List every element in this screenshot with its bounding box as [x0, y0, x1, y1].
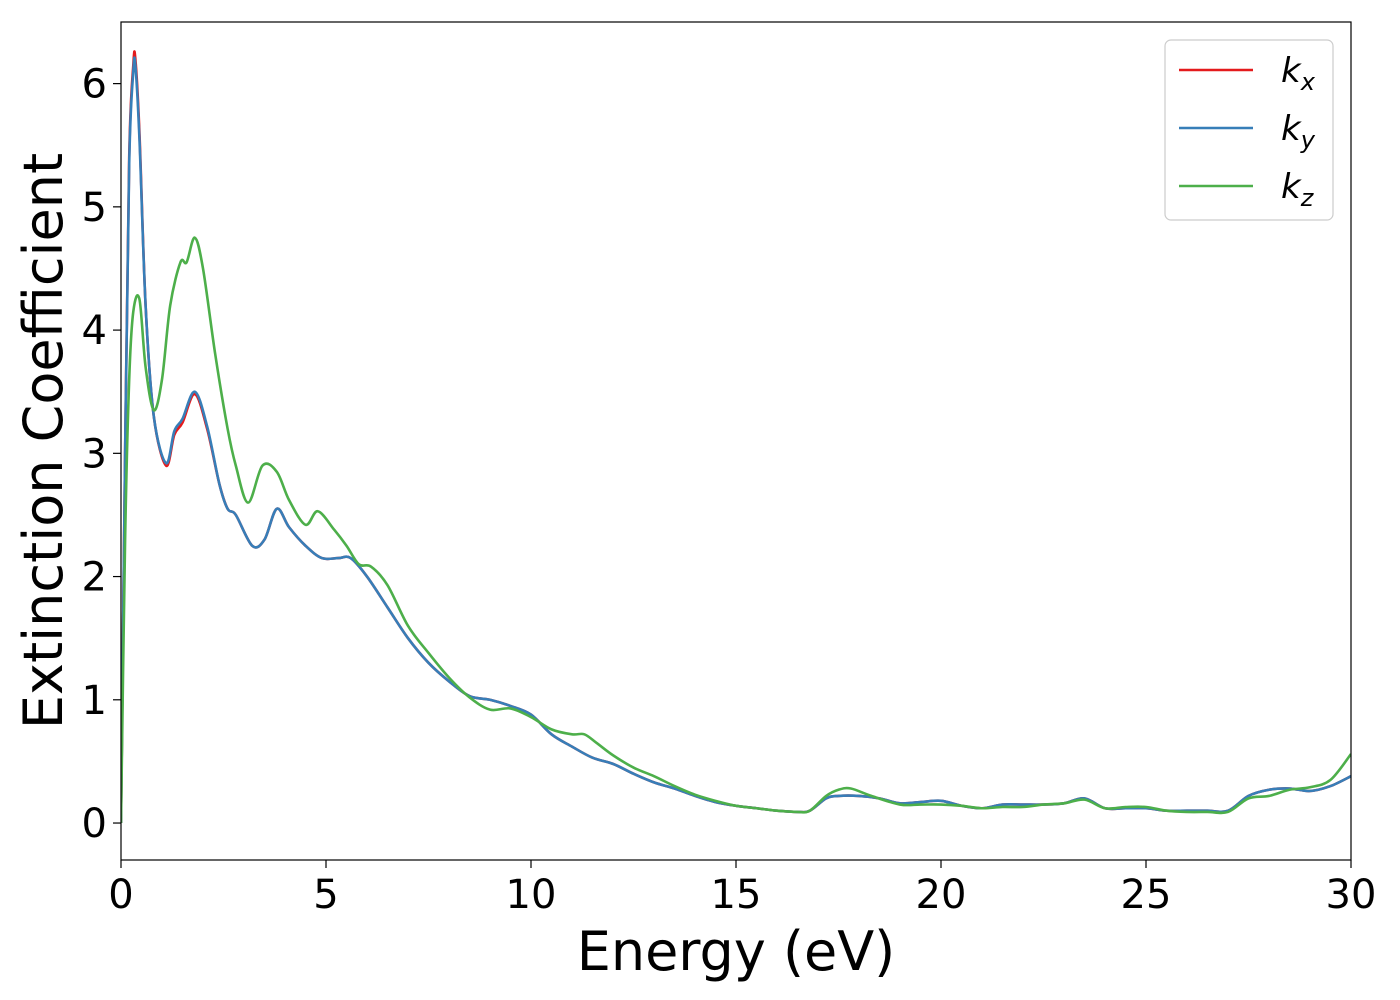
series-layer	[121, 50, 1351, 824]
x-tick-label: 20	[916, 872, 967, 918]
y-tick-label: 2	[82, 555, 107, 601]
y-tick-label: 1	[82, 678, 107, 724]
y-tick-label: 6	[82, 62, 107, 108]
x-tick-label: 10	[506, 872, 557, 918]
x-tick-label: 15	[711, 872, 762, 918]
legend-label: ky	[1281, 109, 1316, 154]
y-axis: 0 1 2 3 4 5 6	[82, 62, 121, 847]
x-tick-label: 5	[313, 872, 338, 918]
series-line-kz	[121, 236, 1351, 824]
y-tick-label: 3	[82, 431, 107, 477]
legend: kx ky kz	[1164, 39, 1334, 221]
x-tick-label: 30	[1326, 872, 1377, 918]
y-tick-label: 4	[82, 308, 107, 354]
legend-box	[1164, 39, 1334, 221]
y-tick-label: 0	[82, 801, 107, 847]
legend-label: kz	[1281, 167, 1315, 212]
x-axis-label: Energy (eV)	[577, 920, 896, 983]
legend-label: kx	[1281, 51, 1316, 96]
x-tick-label: 25	[1121, 872, 1172, 918]
x-tick-label: 0	[108, 872, 133, 918]
y-tick-label: 5	[82, 185, 107, 231]
x-axis: 0 5 10 15 20 25 30	[108, 860, 1376, 918]
y-axis-label: Extinction Coefficient	[12, 153, 75, 729]
